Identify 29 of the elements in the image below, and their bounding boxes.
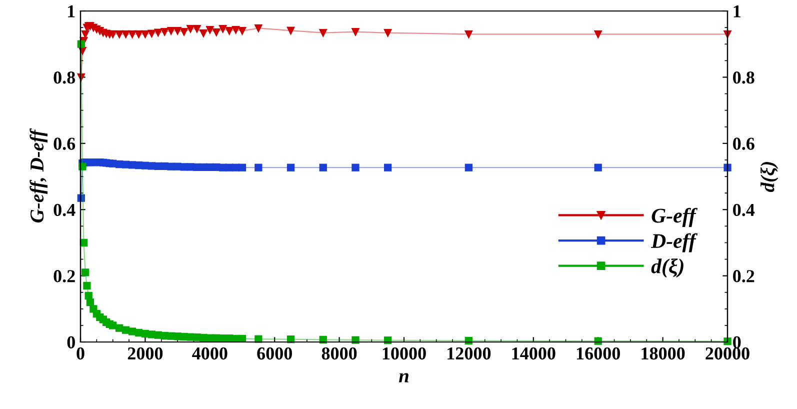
legend-label: G-eff — [652, 208, 698, 227]
x-tick-label: 6000 — [257, 347, 292, 360]
y-tick-label: 0.2 — [54, 270, 75, 282]
y2-tick-label: 0.2 — [733, 270, 754, 282]
x-tick-label: 12000 — [448, 347, 491, 360]
x-tick-label: 16000 — [576, 347, 620, 360]
y2-tick-label: 1 — [734, 5, 740, 18]
x-tick-label: 10000 — [382, 347, 426, 360]
y-tick-label: 0.8 — [54, 71, 76, 84]
x-tick-label: 0 — [76, 347, 84, 360]
x-tick-label: 18000 — [642, 347, 685, 360]
y2-axis-title: d(ξ) — [760, 162, 778, 192]
x-tick-label: 20000 — [706, 347, 750, 360]
y-tick-label: 1 — [68, 5, 75, 18]
x-axis-title: n — [398, 373, 408, 382]
y-tick-label: 0.4 — [54, 204, 76, 216]
x-tick-label: 2000 — [128, 347, 163, 360]
y2-tick-label: 0.6 — [733, 138, 754, 150]
legend-label: D-eff — [650, 233, 698, 252]
y-tick-label: 0.6 — [54, 138, 76, 150]
y2-tick-label: 0 — [733, 336, 741, 348]
legend-label: d(ξ) — [651, 258, 684, 278]
y2-tick-label: 0.4 — [733, 204, 755, 216]
x-tick-label: 14000 — [512, 347, 556, 360]
x-tick-label: 4000 — [192, 347, 228, 360]
y-axis-title: G-eff, D-eff — [30, 128, 48, 222]
y2-tick-label: 0.8 — [733, 71, 754, 84]
x-tick-label: 8000 — [322, 347, 357, 360]
y-tick-label: 0 — [67, 336, 75, 348]
